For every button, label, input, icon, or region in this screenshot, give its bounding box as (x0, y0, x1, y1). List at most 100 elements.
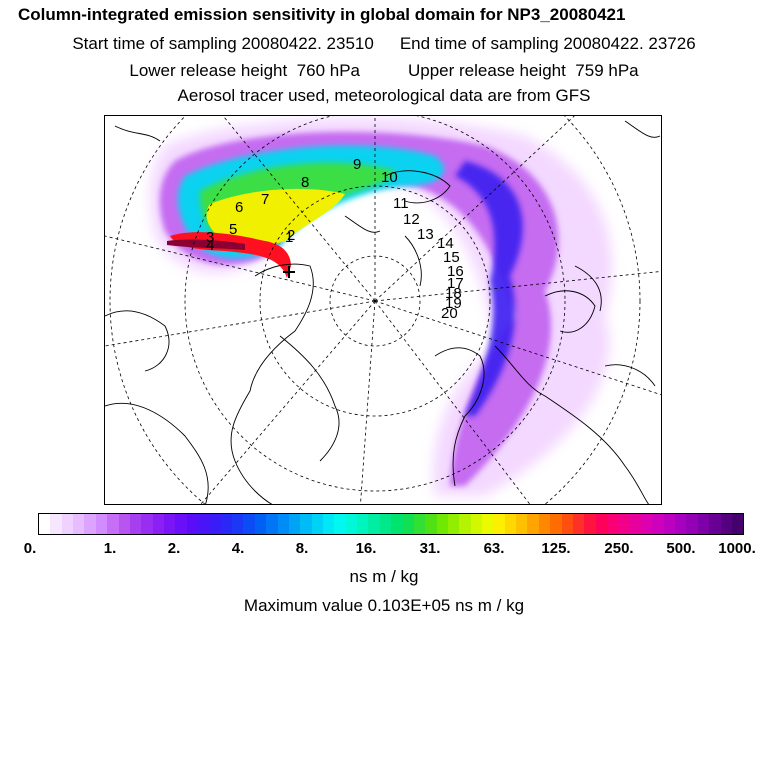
day-label: 8 (301, 174, 309, 191)
colorbar-cell (629, 514, 642, 534)
colorbar-cell (595, 514, 607, 534)
plume-red-core (167, 232, 291, 278)
colorbar-cell (641, 514, 653, 534)
colorbar-cell (175, 514, 187, 534)
colorbar-tick-label: 125. (541, 540, 571, 557)
colorbar-tick-label: 4. (231, 540, 245, 557)
colorbar-cell (209, 514, 221, 534)
colorbar-ticks: 0. 1. 2. 4. 8. 16. 31. 63. 125. 250. 500. 1000. (0, 540, 768, 560)
colorbar-cell (368, 514, 380, 534)
colorbar (38, 513, 744, 535)
emission-sensitivity-map: 1 2 3 4 5 6 7 8 9 10 11 12 13 14 15 16 17 18 19 20 (104, 115, 662, 505)
colorbar-cell (345, 514, 358, 534)
colorbar-cell (61, 514, 74, 534)
day-label: 14 (437, 235, 454, 252)
colorbar-cell (731, 514, 744, 534)
colorbar-cell (243, 514, 255, 534)
colorbar-cell (709, 514, 721, 534)
colorbar-cell (254, 514, 267, 534)
colorbar-cell (697, 514, 710, 534)
upper-release-value: 759 hPa (575, 61, 639, 80)
colorbar-tick-label: 0. (23, 540, 37, 557)
graticule (105, 116, 661, 504)
day-label: 16 (447, 263, 464, 280)
colorbar-cell (379, 514, 392, 534)
colorbar-cell (663, 514, 676, 534)
day-label: 19 (445, 295, 462, 312)
colorbar-cell (152, 514, 164, 534)
colorbar-tick-label: 2. (167, 540, 181, 557)
colorbar-tick-label: 16. (355, 540, 377, 557)
colorbar-cell (277, 514, 289, 534)
colorbar-tick-label: 250. (604, 540, 634, 557)
colorbar-cell (675, 514, 687, 534)
day-label: 4 (206, 237, 214, 254)
day-label: 12 (403, 211, 420, 228)
day-label: 1 (285, 229, 293, 246)
colorbar-cell (538, 514, 551, 534)
colorbar-tick-label: 500. (666, 540, 696, 557)
colorbar-cell (163, 514, 176, 534)
day-label: 10 (381, 169, 398, 186)
colorbar-cell (720, 514, 732, 534)
colorbar-cell (527, 514, 539, 534)
coastlines (105, 120, 661, 504)
colorbar-cell (141, 514, 153, 534)
colorbar-cell (584, 514, 596, 534)
colorbar-cell (618, 514, 630, 534)
start-sampling: Start time of sampling 20080422. 23510 (72, 34, 374, 54)
colorbar-cell (652, 514, 664, 534)
colorbar-tick-label: 31. (419, 540, 441, 557)
day-label: 13 (417, 226, 434, 243)
colorbar-cell (493, 514, 505, 534)
colorbar-cell (436, 514, 448, 534)
colorbar-cell (300, 514, 312, 534)
day-label: 3 (206, 229, 214, 246)
day-label: 9 (353, 156, 361, 173)
colorbar-cell (402, 514, 414, 534)
lower-release-value: 760 hPa (296, 61, 360, 80)
day-label: 20 (441, 305, 458, 322)
colorbar-cell (95, 514, 108, 534)
colorbar-cell (322, 514, 335, 534)
day-label: 15 (443, 249, 460, 266)
plume-blue-core (455, 161, 523, 416)
lower-release-label: Lower release height (129, 61, 288, 80)
day-label: 2 (287, 227, 295, 244)
colorbar-cell (129, 514, 142, 534)
colorbar-cell (686, 514, 698, 534)
colorbar-cell (447, 514, 460, 534)
day-label: 6 (235, 199, 243, 216)
start-sampling-value: 20080422. 23510 (241, 34, 374, 53)
colorbar-cell (288, 514, 301, 534)
colorbar-cell (470, 514, 483, 534)
colorbar-cell (425, 514, 437, 534)
colorbar-tick-label: 1000. (718, 540, 756, 557)
colorbar-cell (311, 514, 323, 534)
colorbar-cell (220, 514, 233, 534)
colorbar-cell (516, 514, 528, 534)
colorbar-tick-label: 63. (483, 540, 505, 557)
colorbar-cell (391, 514, 403, 534)
release-height-line: Lower release height 760 hPa Upper releas… (0, 61, 768, 81)
tracer-info-line: Aerosol tracer used, meteorological data… (177, 86, 591, 105)
end-sampling-value: 20080422. 23726 (563, 34, 696, 53)
colorbar-cell (266, 514, 278, 534)
upper-release-label: Upper release height (408, 61, 566, 80)
day-label: 5 (229, 221, 237, 238)
end-sampling: End time of sampling 20080422. 23726 (400, 34, 696, 54)
colorbar-cell (606, 514, 619, 534)
colorbar-cell (413, 514, 426, 534)
maximum-value-note: Maximum value 0.103E+05 ns m / kg (243, 596, 525, 615)
colorbar-units: ns m / kg (349, 567, 419, 586)
colorbar-cell (186, 514, 199, 534)
day-label: 17 (447, 275, 464, 292)
colorbar-cell (459, 514, 471, 534)
sampling-line: Start time of sampling 20080422. 23510 En… (0, 34, 768, 54)
colorbar-cell (550, 514, 562, 534)
colorbar-cell (39, 514, 51, 534)
day-label: 18 (445, 285, 462, 302)
end-sampling-label: End time of sampling (399, 34, 559, 53)
